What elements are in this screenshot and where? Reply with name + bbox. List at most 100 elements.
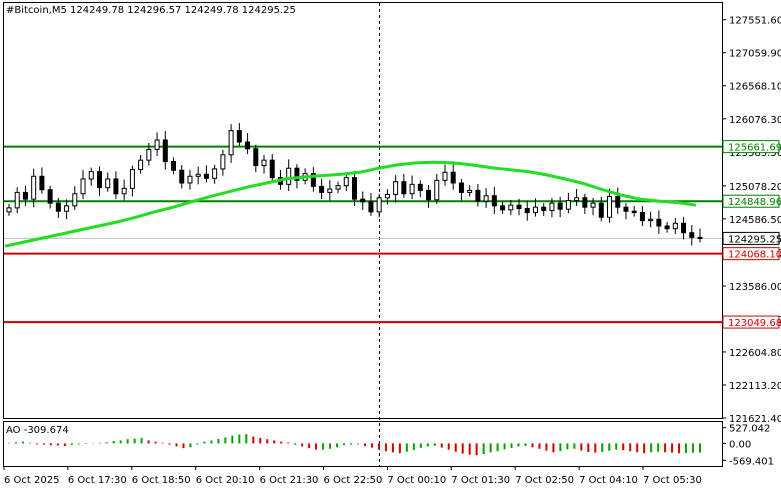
price-tick-label: 126568.10: [729, 82, 781, 93]
level-price-label: 124068.10: [728, 250, 781, 261]
current-price-label: 124295.25: [728, 234, 781, 245]
candle-bear: [294, 167, 300, 181]
candle-bear: [500, 205, 506, 211]
time-tick-label: 6 Oct 17:30: [68, 475, 127, 486]
candle-bear: [623, 206, 629, 212]
candle-bear: [269, 159, 275, 179]
candle-bull: [121, 187, 127, 195]
ao-axis: 527.042 0.00 -569.401: [722, 424, 774, 467]
candle-bear: [47, 189, 53, 204]
candle-bull: [212, 168, 218, 179]
candle-bull: [607, 195, 613, 218]
candle-bull: [393, 181, 399, 195]
candle-bull: [88, 171, 94, 180]
ao-histogram-layer: [8, 434, 701, 456]
candle-bull: [105, 178, 111, 189]
candle-bull: [549, 202, 555, 212]
candle-bear: [310, 173, 316, 187]
price-tick-label: 123586.00: [729, 282, 781, 293]
candle-bull: [672, 222, 678, 230]
ao-header: AO -309.674: [6, 425, 69, 436]
price-tick-label: 122604.80: [729, 348, 781, 359]
candle-bull: [376, 197, 382, 213]
candle-bull: [228, 130, 234, 156]
candle-bear: [639, 212, 645, 222]
candle-bear: [541, 206, 547, 212]
candle-bull: [574, 197, 580, 201]
candle-bear: [417, 183, 423, 191]
time-tick-label: 6 Oct 20:10: [196, 475, 255, 486]
time-tick-label: 7 Oct 02:50: [515, 475, 574, 486]
candle-bull: [146, 148, 152, 161]
candle-bear: [39, 175, 45, 191]
moving-average-line: [4, 160, 697, 248]
candle-bear: [236, 130, 242, 143]
level-price-box: [722, 315, 780, 329]
time-tick-label: 6 Oct 2025: [4, 475, 59, 486]
candle-bear: [689, 232, 695, 238]
levels-layer: [4, 145, 722, 324]
candle-bull: [31, 175, 37, 200]
candle-bear: [113, 178, 119, 195]
price-tick-label: 125583.50: [729, 148, 781, 159]
candle-bear: [179, 169, 185, 184]
price-axis: 127551.60 127059.90 126568.10 126076.30 1255…: [722, 16, 781, 425]
price-tick-label: 124586.50: [729, 215, 781, 226]
candle-bear: [475, 189, 481, 202]
candle-bull: [442, 171, 448, 181]
price-tick-label: 122113.20: [729, 381, 781, 392]
level-price-box: [722, 247, 780, 261]
candle-bull: [195, 173, 201, 177]
candle-bear: [368, 201, 374, 213]
current-price-box: [722, 231, 780, 245]
candle-bull: [409, 183, 415, 195]
candle-bull: [14, 191, 20, 209]
candle-bear: [656, 218, 662, 227]
candle-bull: [384, 193, 390, 199]
time-axis: 6 Oct 2025 6 Oct 17:30 6 Oct 18:50 6 Oct 20…: [3, 466, 702, 486]
price-labels-layer: 125661.69 124848.96 124068.10 123049.68 1242…: [722, 140, 781, 329]
ao-tick-label: 527.042: [729, 424, 770, 435]
candle-bull: [72, 193, 78, 207]
candle-bull: [286, 167, 292, 185]
candle-bear: [582, 197, 588, 208]
candle-bear: [524, 208, 530, 214]
time-tick-label: 6 Oct 18:50: [132, 475, 191, 486]
candle-bear: [615, 195, 621, 208]
candle-bear: [352, 177, 357, 200]
level-price-label: 123049.68: [728, 318, 781, 329]
time-tick-label: 6 Oct 21:30: [260, 475, 319, 486]
ao-tick-label: -569.401: [729, 456, 774, 467]
candle-bull: [129, 169, 135, 189]
price-tick-label: 121621.40: [729, 414, 781, 425]
candle-bear: [491, 195, 497, 207]
time-tick-label: 7 Oct 01:30: [451, 475, 510, 486]
candle-bear: [664, 225, 670, 230]
moving-average-layer: [4, 160, 697, 248]
candle-bull: [261, 159, 267, 167]
candle-bull: [343, 177, 349, 187]
candle-bull: [648, 218, 654, 222]
candle-bull: [434, 179, 440, 201]
candle-bear: [557, 202, 563, 210]
candle-bear: [253, 148, 259, 167]
price-tick-label: 125078.20: [729, 182, 781, 193]
level-price-label: 124848.96: [728, 197, 781, 208]
candle-bear: [401, 181, 407, 195]
time-tick-label: 7 Oct 04:10: [579, 475, 638, 486]
symbol-header: #Bitcoin,M5 124249.78 124296.57 124249.7…: [6, 5, 296, 16]
candle-bull: [590, 202, 596, 208]
time-tick-label: 7 Oct 05:30: [643, 475, 702, 486]
level-price-box: [722, 140, 780, 154]
candle-bear: [96, 171, 102, 189]
candle-bull: [6, 207, 12, 213]
price-tick-label: 127059.90: [729, 49, 781, 60]
candle-bull: [154, 139, 160, 150]
time-tick-label: 7 Oct 00:10: [387, 475, 446, 486]
candle-bear: [22, 191, 28, 200]
candle-bear: [426, 189, 432, 201]
ao-pane-frame: [3, 421, 723, 467]
candle-bull: [80, 178, 86, 195]
